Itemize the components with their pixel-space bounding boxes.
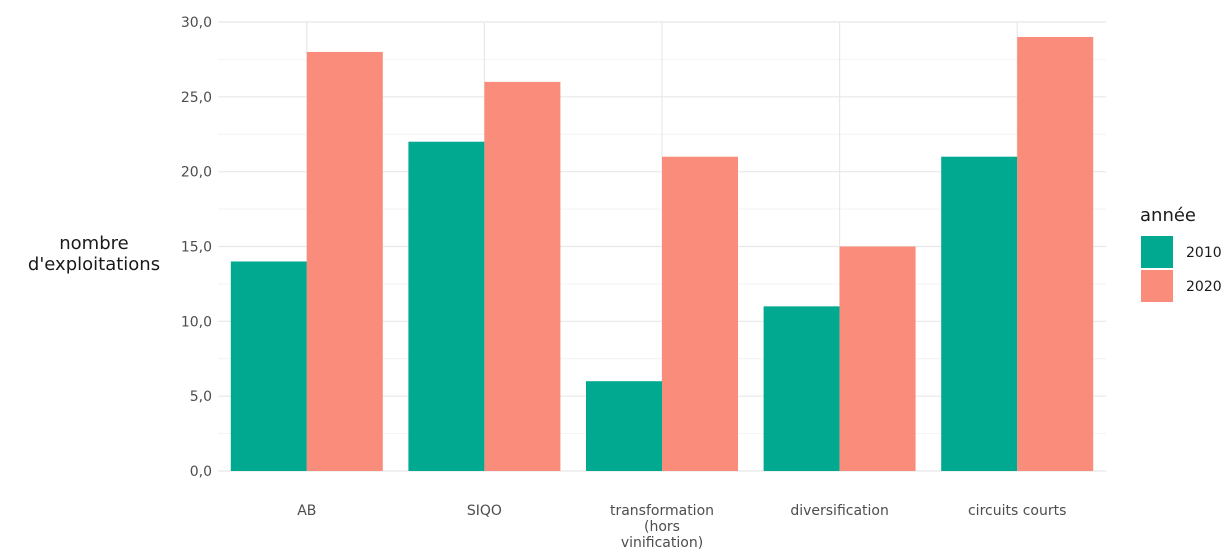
y-tick-label: 10,0 [181,314,212,330]
legend-swatch-2020 [1141,270,1173,302]
bar-2010-1 [230,261,307,471]
legend-swatch-2010 [1141,236,1173,268]
legend-label-2020: 2020 [1186,279,1222,295]
x-tick-label: diversification [790,503,889,519]
bar-2020-2 [484,81,561,471]
x-tick-label: SIQO [467,503,502,519]
y-tick-label: 5,0 [190,389,212,405]
y-axis-label: nombre d'exploitations [28,233,160,275]
x-tick-label: transformation (hors vinification) [610,503,714,551]
legend-title: année [1140,205,1196,226]
legend: année 2010 2020 [1140,205,1222,302]
y-tick-label: 25,0 [181,90,212,106]
y-tick-label: 15,0 [181,240,212,256]
bar-2010-4 [763,306,840,471]
x-tick-label: circuits courts [968,503,1066,519]
bar-2010-2 [408,141,485,471]
legend-label-2010: 2010 [1186,245,1222,261]
y-axis-ticks: 0,0 5,0 10,0 15,0 20,0 25,0 30,0 [181,15,212,480]
bars [230,36,1094,471]
y-tick-label: 0,0 [190,464,212,480]
bar-2020-5 [1017,36,1094,471]
y-tick-label: 30,0 [181,15,212,31]
bar-2010-3 [586,381,662,471]
x-tick-label: AB [297,503,316,519]
bar-2020-3 [662,156,738,471]
bar-2010-5 [941,156,1018,471]
y-tick-label: 20,0 [181,165,212,181]
bar-2020-4 [839,246,916,471]
x-axis-ticks: AB SIQO transformation (hors vinification) di… [297,503,1066,551]
bar-2020-1 [306,51,383,471]
